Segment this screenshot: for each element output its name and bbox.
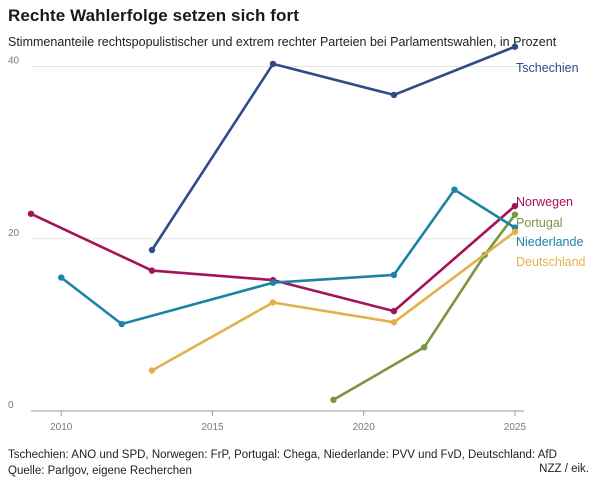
credit-text: NZZ / eik. <box>539 463 589 475</box>
chart-title: Rechte Wahlerfolge setzen sich fort <box>8 6 299 25</box>
data-point-deutschland-2013 <box>148 367 156 374</box>
series-line-tschechien <box>150 45 517 252</box>
x-tick-label-2015: 2015 <box>201 422 224 433</box>
chart-subtitle: Stimmenanteile rechtspopulistischer und … <box>8 35 557 49</box>
data-point-norwegen-2025 <box>511 202 519 210</box>
y-tick-label-0: 0 <box>8 400 14 411</box>
data-point-deutschland-2021 <box>390 319 398 326</box>
series-line-norwegen <box>29 204 517 313</box>
y-tick-label-40: 40 <box>8 56 20 67</box>
data-point-norwegen-2013 <box>148 267 156 274</box>
data-point-tschechien-2021 <box>390 91 398 99</box>
series-label-niederlande: Niederlande <box>516 235 583 249</box>
data-point-portugal-2019 <box>330 396 337 404</box>
x-tick-label-2025: 2025 <box>504 422 527 433</box>
data-point-portugal-2025 <box>511 211 519 218</box>
data-point-niederlande-2017 <box>269 279 277 286</box>
data-point-norwegen-2009 <box>27 210 35 217</box>
data-point-tschechien-2025 <box>511 43 519 50</box>
series-label-tschechien: Tschechien <box>516 61 579 75</box>
x-tick-label-2010: 2010 <box>50 422 73 433</box>
data-point-norwegen-2021 <box>390 307 398 315</box>
data-point-niederlande-2012 <box>118 320 125 328</box>
series-line-portugal <box>332 213 517 402</box>
data-point-niederlande-2023 <box>451 186 458 193</box>
series-label-norwegen: Norwegen <box>516 195 573 209</box>
data-point-portugal-2022 <box>420 344 428 351</box>
source-note: Quelle: Parlgov, eigene Recherchen <box>8 465 192 477</box>
series-line-deutschland <box>150 230 517 372</box>
data-point-tschechien-2017 <box>269 60 277 68</box>
data-point-tschechien-2013 <box>148 246 156 254</box>
footer-note: Tschechien: ANO und SPD, Norwegen: FrP, … <box>8 449 557 461</box>
x-tick-label-2020: 2020 <box>353 422 376 433</box>
data-point-niederlande-2021 <box>390 271 398 279</box>
series-label-portugal: Portugal <box>516 216 563 230</box>
series-label-deutschland: Deutschland <box>516 255 586 269</box>
data-point-niederlande-2010 <box>58 274 65 281</box>
y-tick-label-20: 20 <box>8 228 20 239</box>
chart-footer: Tschechien: ANO und SPD, Norwegen: FrP, … <box>8 447 557 479</box>
data-point-deutschland-2025 <box>511 228 519 236</box>
data-point-deutschland-2017 <box>269 299 277 306</box>
series-line-niederlande <box>59 188 517 326</box>
